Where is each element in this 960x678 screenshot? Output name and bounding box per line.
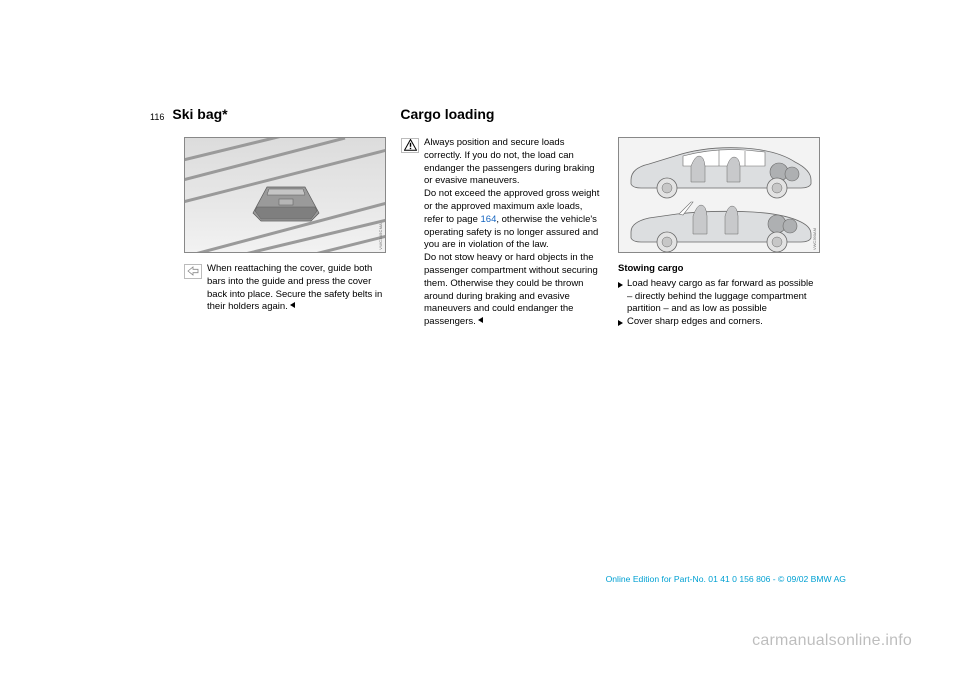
warning-block: Always position and secure loads correct… — [401, 137, 603, 329]
page-header: 116 Ski bag* Cargo loading — [150, 105, 850, 124]
column-3: VWC390AM Stowing cargo Load heavy cargo … — [618, 137, 820, 329]
bullet-text: Cover sharp edges and corners. — [627, 316, 820, 329]
watermark: carmanualsonline.info — [752, 630, 912, 652]
footer-text: Online Edition for Part-No. 01 41 0 156 … — [606, 574, 846, 586]
bullet-text: Load heavy cargo as far forward as possi… — [627, 278, 820, 316]
heading-cargo-loading: Cargo loading — [400, 105, 494, 124]
page-number: 116 — [150, 111, 164, 124]
warning-text: Always position and secure loads correct… — [424, 137, 603, 329]
content-columns: VWC345CMA When reattaching the cover, gu… — [150, 137, 850, 329]
warn-para-3: Do not stow heavy or hard objects in the… — [424, 252, 598, 327]
list-item: Cover sharp edges and corners. — [618, 316, 820, 329]
list-item: Load heavy cargo as far forward as possi… — [618, 278, 820, 316]
warn-para-1: Always position and secure loads correct… — [424, 137, 595, 186]
column-1: VWC345CMA When reattaching the cover, gu… — [184, 137, 386, 329]
manual-page: 116 Ski bag* Cargo loading — [150, 105, 850, 329]
figure-cargo-cars: VWC390AM — [618, 137, 820, 253]
figure-code: VWC345CMA — [378, 223, 383, 250]
notice-block: When reattaching the cover, guide both b… — [184, 263, 386, 314]
warning-icon — [401, 138, 419, 153]
notice-text: When reattaching the cover, guide both b… — [207, 263, 386, 314]
subhead-stowing: Stowing cargo — [618, 263, 820, 276]
page-ref-link[interactable]: 164 — [481, 214, 497, 225]
column-2: Always position and secure loads correct… — [401, 137, 603, 329]
bullet-list: Load heavy cargo as far forward as possi… — [618, 278, 820, 329]
bullet-icon — [618, 282, 623, 288]
arrow-back-icon — [184, 264, 202, 279]
figure-ski-bag-cover: VWC345CMA — [184, 137, 386, 253]
heading-ski-bag: Ski bag* — [172, 105, 400, 124]
figure-code: VWC390AM — [812, 228, 817, 250]
bullet-icon — [618, 320, 623, 326]
